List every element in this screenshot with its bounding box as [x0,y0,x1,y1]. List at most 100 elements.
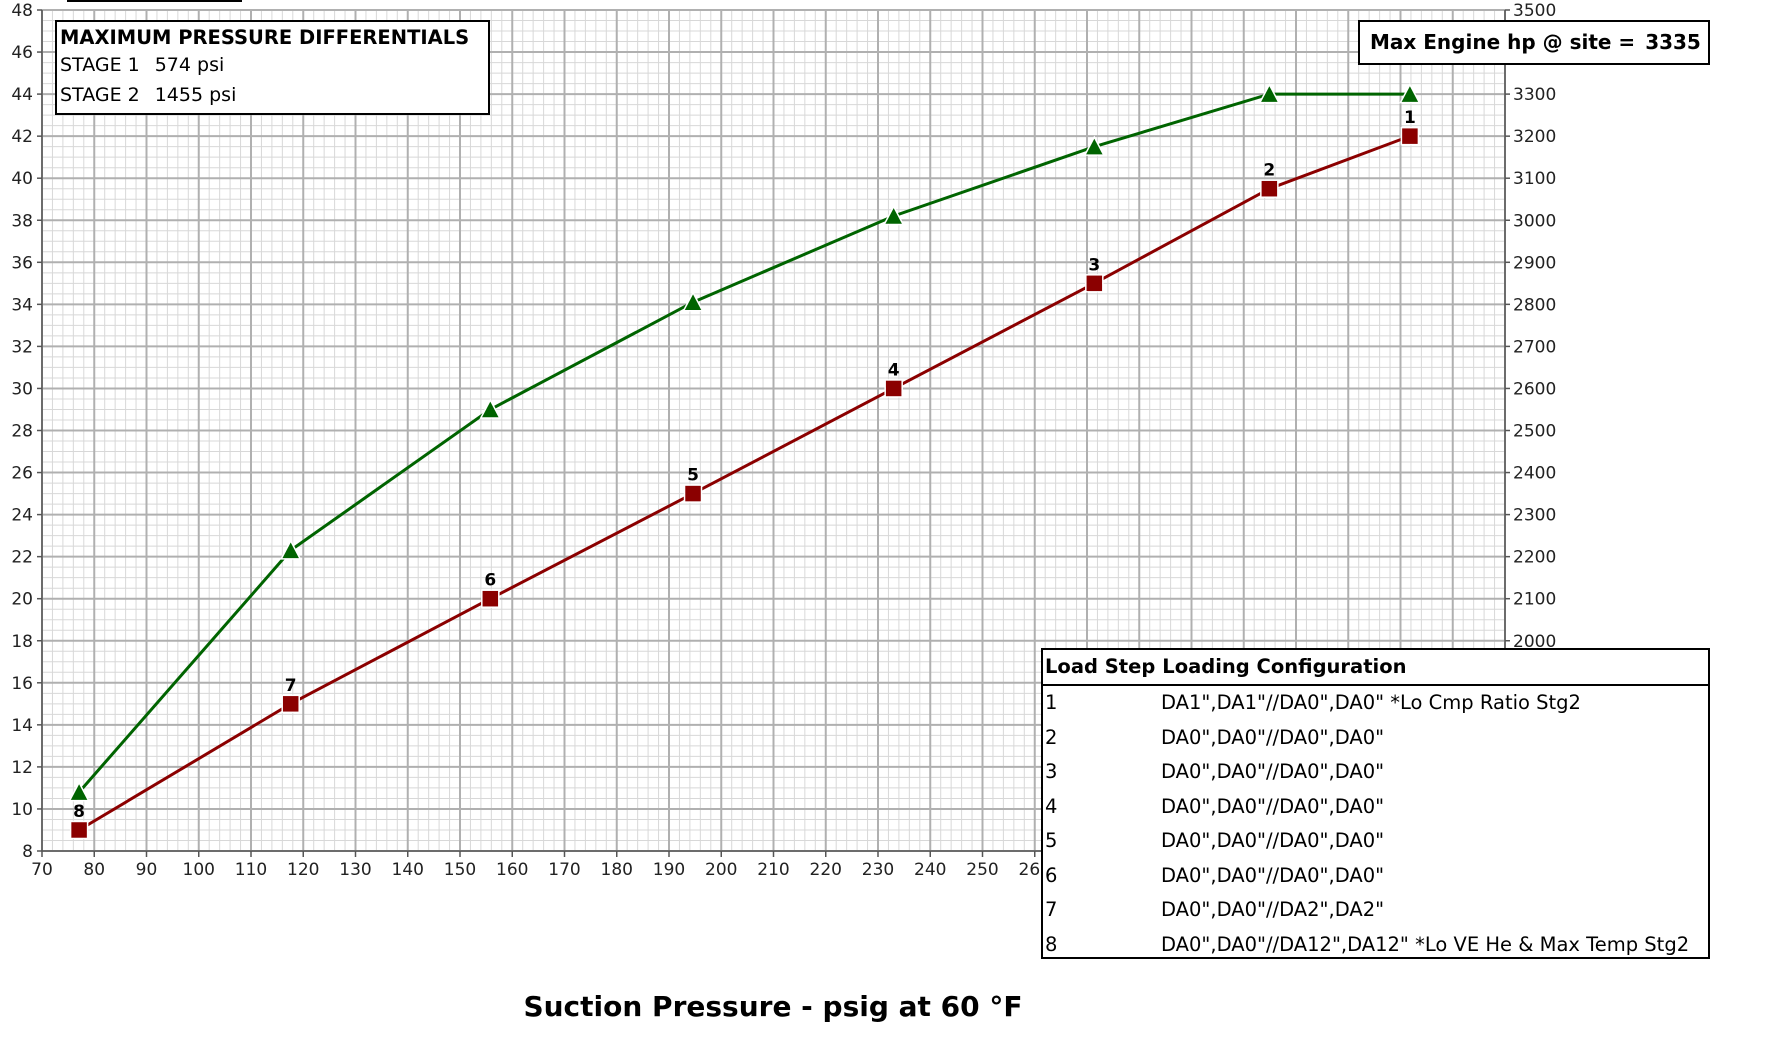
series-line-0 [77,92,1410,794]
y-tick-label: 18 [11,632,33,652]
y-tick-label: 20 [11,590,33,610]
point-label: 7 [285,676,297,696]
y-tick-label: 12 [11,758,33,778]
square-marker [1400,126,1420,146]
x-tick-label: 150 [444,860,476,880]
square-marker [1085,274,1104,293]
x-tick-label: 220 [810,860,842,880]
square-marker [884,379,903,398]
square-marker [481,589,500,608]
y2-tick-label: 2900 [1513,253,1556,273]
square-marker [683,484,703,503]
y2-tick-label: 2500 [1513,422,1556,442]
x-tick-label: 90 [136,860,158,880]
triangle-marker [1399,82,1421,104]
y-tick-label: 24 [11,506,33,526]
y2-tick-label: 3000 [1513,211,1556,231]
point-label: 5 [687,466,699,486]
y-tick-label: 48 [11,1,33,21]
loading-configuration: DA0",DA0"//DA0",DA0" [1161,725,1385,749]
y2-tick-label: 2000 [1513,632,1556,652]
loading-configuration: DA0",DA0"//DA0",DA0" [1161,863,1385,887]
loading-configuration: DA1",DA1"//DA0",DA0" *Lo Cmp Ratio Stg2 [1161,691,1581,714]
loading-configuration: DA0",DA0"//DA12",DA12" *Lo VE He & Max T… [1161,932,1690,956]
x-tick-label: 230 [862,860,894,880]
x-tick-label: 210 [757,860,789,880]
pressure-box-title: MAXIMUM PRESSURE DIFFERENTIALS [60,26,470,49]
load-table-body: 1 DA1",DA1"//DA0",DA0" *Lo Cmp Ratio Stg2… [1043,686,1708,962]
stage2-label: STAGE 2 [60,84,140,106]
loading-configuration: DA0",DA0"//DA2",DA2" [1161,898,1385,921]
y2-tick-label: 2200 [1513,548,1556,568]
x-tick-label: 160 [496,860,528,880]
y2-tick-label: 3300 [1513,85,1556,105]
y-tick-label: 38 [11,211,33,231]
x-axis-title: Suction Pressure - psig at 60 °F [523,990,1022,1023]
y2-tick-label: 2400 [1513,464,1556,484]
stage1-value: 574 psi [154,54,225,76]
x-tick-label: 190 [653,860,685,880]
y-tick-label: 28 [11,422,33,442]
table-row: 3 DA0",DA0"//DA0",DA0" [1043,755,1708,790]
y-tick-label: 16 [11,674,33,694]
load-step-number: 1 [1045,691,1058,714]
load-step-number: 2 [1045,725,1058,749]
table-row: 2 DA0",DA0"//DA0",DA0" [1043,721,1708,756]
point-label: 4 [888,360,900,380]
load-table-header: Load Step Loading Configuration [1043,650,1708,686]
y-tick-label: 30 [11,379,33,399]
load-step-number: 3 [1045,760,1058,783]
point-label: 1 [1404,108,1416,128]
x-tick-label: 110 [235,860,267,880]
stage1-label: STAGE 1 [60,54,140,76]
y-tick-label: 44 [11,85,33,105]
y-tick-label: 36 [11,253,33,273]
load-step-table: Load Step Loading Configuration 1 DA1",DA1… [1041,648,1710,959]
table-row: 4 DA0",DA0"//DA0",DA0" [1043,790,1708,825]
load-step-number: 8 [1045,932,1058,956]
triangle-marker [479,398,502,419]
triangle-marker [882,204,905,226]
x-tick-label: 70 [31,860,53,880]
load-step-number: 7 [1045,898,1058,921]
loading-configuration: DA0",DA0"//DA0",DA0" [1161,829,1385,852]
hp-value: 3335 [1645,30,1701,54]
top-left-partial-box [67,0,242,2]
table-row: 5 DA0",DA0"//DA0",DA0" [1043,824,1708,859]
y-tick-label: 42 [11,127,33,147]
y-tick-label: 46 [11,43,33,63]
y-tick-label: 26 [11,464,33,484]
triangle-marker [1083,135,1106,156]
x-tick-label: 170 [548,860,580,880]
square-marker [281,694,300,714]
header-load-step: Load Step [1045,655,1156,678]
x-tick-label: 100 [183,860,215,880]
table-row: 6 DA0",DA0"//DA0",DA0" [1043,859,1708,894]
load-step-number: 5 [1045,829,1058,852]
x-tick-label: 240 [914,860,946,880]
y2-tick-label: 2300 [1513,506,1556,526]
loading-configuration: DA0",DA0"//DA0",DA0" [1161,794,1385,818]
table-row: 7 DA0",DA0"//DA2",DA2" [1043,893,1708,928]
load-step-number: 4 [1045,794,1058,818]
table-row: 8 DA0",DA0"//DA12",DA12" *Lo VE He & Max … [1043,928,1708,963]
y-tick-label: 14 [11,716,33,736]
series-line-1 [78,134,1411,832]
point-label: 3 [1088,255,1100,275]
table-row: 1 DA1",DA1"//DA0",DA0" *Lo Cmp Ratio Stg2 [1043,686,1708,721]
y-tick-label: 34 [11,295,33,315]
square-marker [1260,179,1279,198]
x-tick-label: 180 [601,860,633,880]
y-tick-label: 8 [22,842,33,862]
y2-tick-label: 2600 [1513,379,1556,399]
y2-tick-label: 2100 [1513,590,1556,610]
x-tick-label: 130 [339,860,371,880]
y2-tick-label: 3200 [1513,127,1556,147]
triangle-marker [682,291,704,312]
y2-tick-label: 3500 [1513,1,1556,21]
x-tick-label: 120 [287,860,319,880]
load-step-number: 6 [1045,863,1058,887]
triangle-marker [68,781,90,802]
axes: 70 80 90 100 110 120 130 140 150 160 170 180 190 200 2… [11,1,1556,880]
point-label: 2 [1263,161,1275,181]
